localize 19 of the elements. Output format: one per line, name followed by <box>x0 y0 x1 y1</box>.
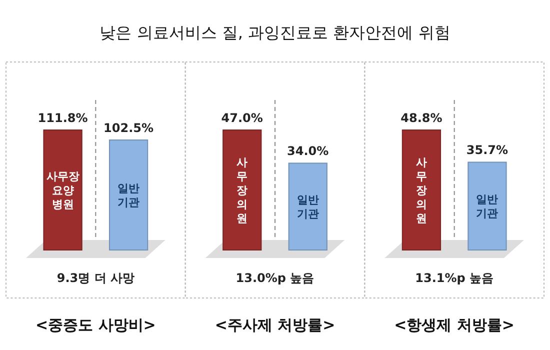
data-label: 102.5% <box>104 120 154 135</box>
x-tick-label: 일반 기관 <box>296 194 319 221</box>
data-label: 35.7% <box>466 143 508 158</box>
x-axis-title: <중증도 사망비> <box>35 316 156 334</box>
x-axis-title: <주사제 처방률> <box>214 316 336 334</box>
x-tick-label: 일반 기관 <box>118 182 140 209</box>
text: 13.1%p 높음 <box>415 271 494 285</box>
data-label: 47.0% <box>221 111 263 125</box>
x-axis-title: <항생제 처방률> <box>394 316 515 334</box>
x-tick-label: 사무장 요양 병원 <box>46 170 80 211</box>
x-tick-label: 사 무 장 의 원 <box>416 156 427 225</box>
text: 9.3명 더 사망 <box>56 271 134 285</box>
data-label: 34.0% <box>287 144 329 158</box>
text: 낮은 의료서비스 질, 과잉진료로 환자안전에 위험 <box>100 23 450 42</box>
data-label: 48.8% <box>400 111 442 125</box>
data-label: 111.8% <box>38 111 88 125</box>
x-tick-label: 일반 기관 <box>476 193 498 220</box>
text: 13.0%p 높음 <box>236 271 314 285</box>
x-tick-label: 사 무 장 의 원 <box>236 156 248 225</box>
